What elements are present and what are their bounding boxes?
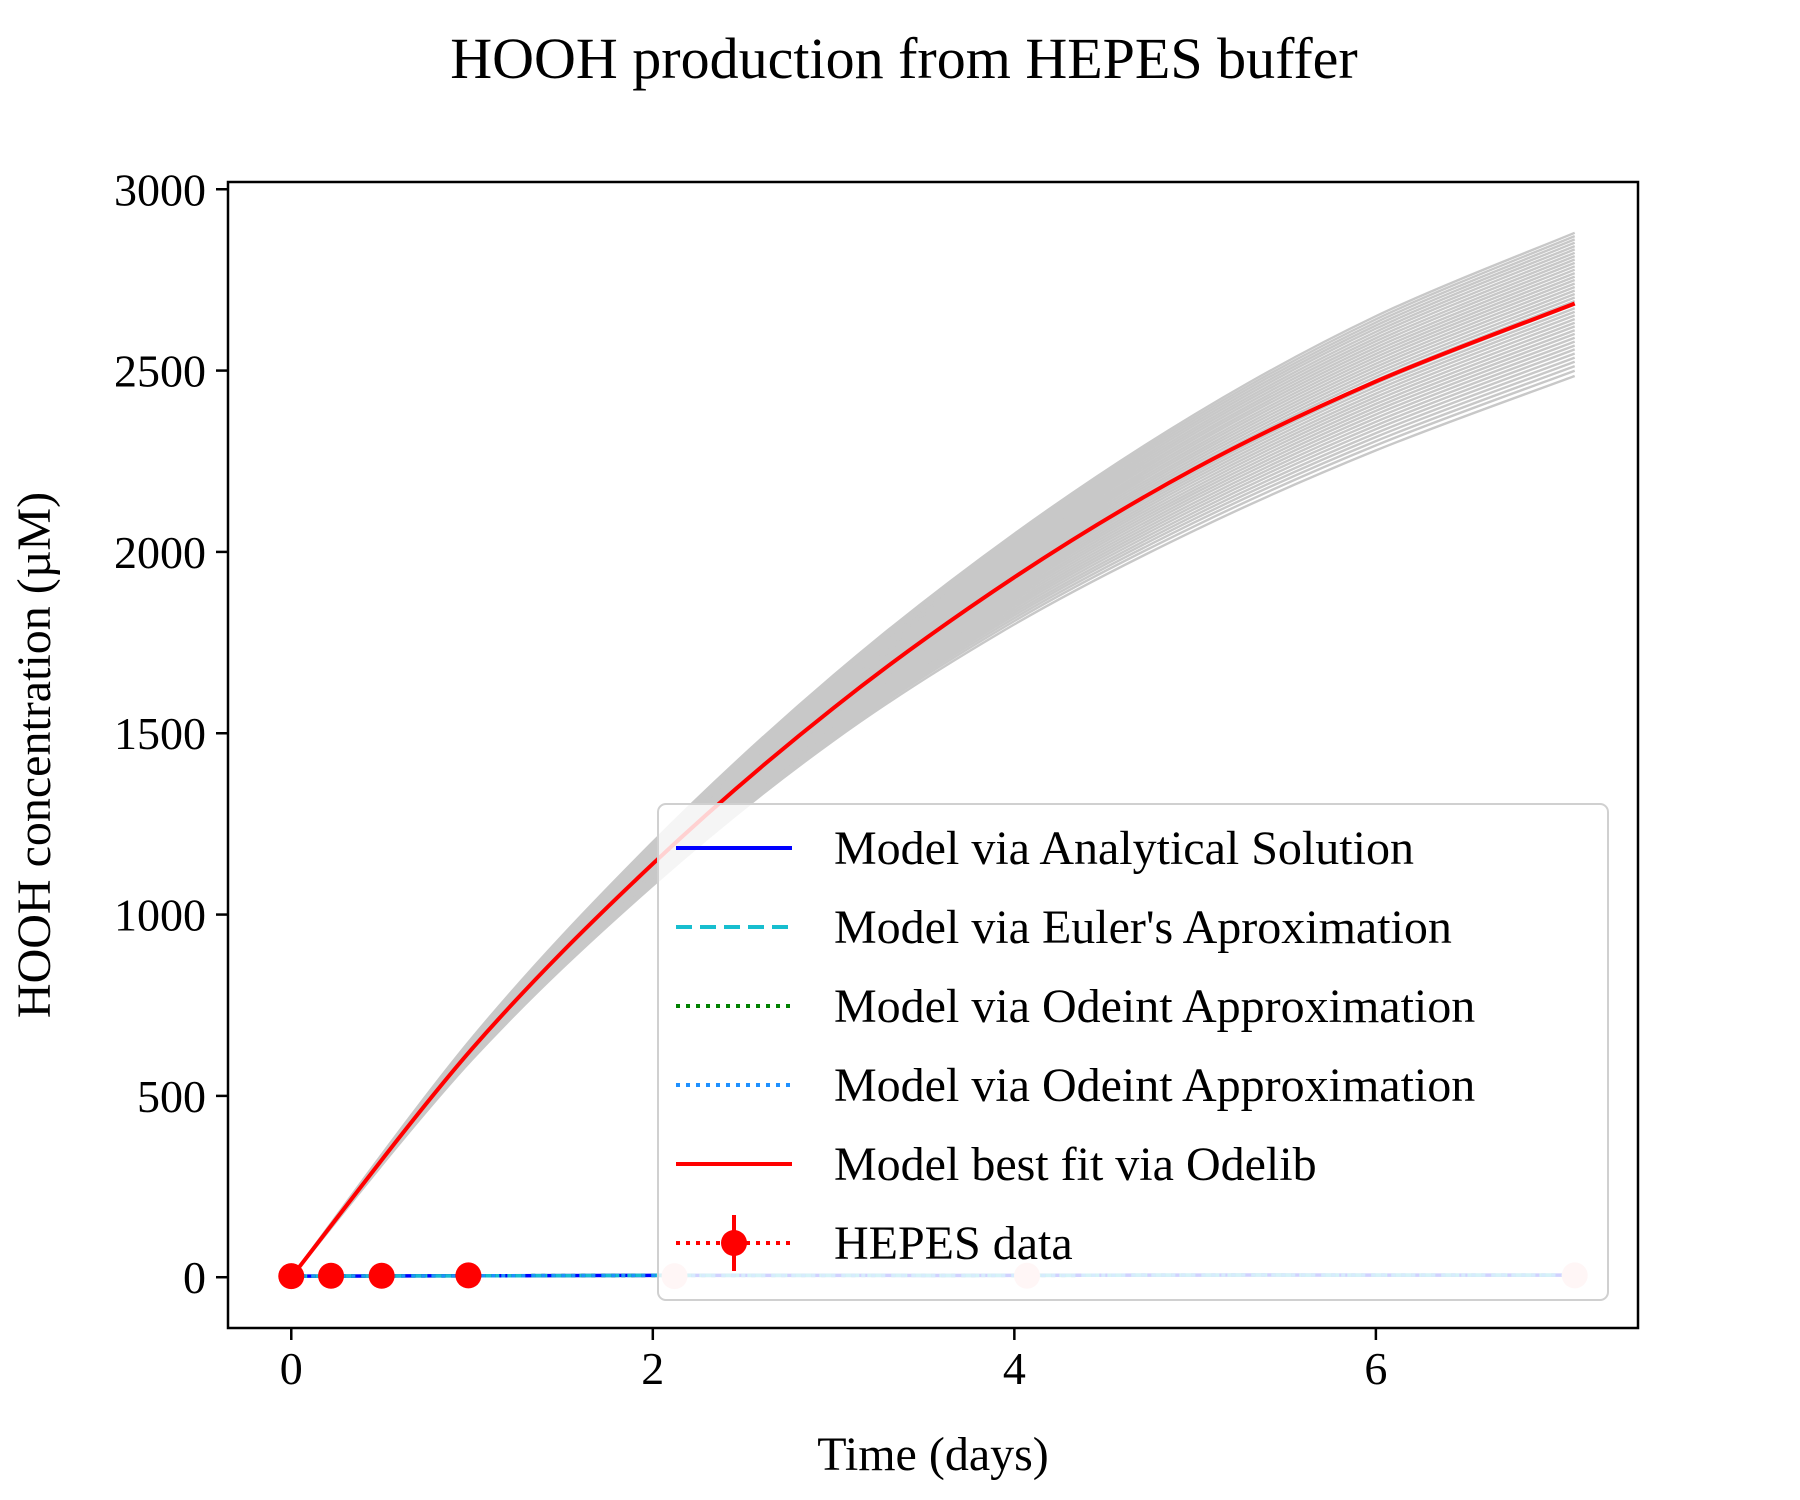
plot-area bbox=[278, 231, 1588, 1290]
y-tick-label: 2500 bbox=[114, 346, 206, 397]
data-point bbox=[318, 1262, 345, 1289]
y-axis-label: HOOH concentration (µM) bbox=[8, 492, 61, 1018]
ensemble-curve bbox=[290, 336, 1576, 1278]
x-tick-label: 0 bbox=[280, 1343, 303, 1394]
data-point bbox=[455, 1262, 482, 1289]
y-tick-label: 0 bbox=[183, 1252, 206, 1303]
series-line-5 bbox=[289, 301, 1576, 1279]
x-tick-label: 6 bbox=[1364, 1343, 1387, 1394]
chart-title: HOOH production from HEPES buffer bbox=[450, 26, 1357, 91]
ensemble-curves bbox=[290, 231, 1576, 1278]
y-tick-label: 2000 bbox=[114, 527, 206, 578]
legend-label: Model via Euler's Aproximation bbox=[834, 901, 1452, 954]
y-tick-label: 3000 bbox=[114, 164, 206, 215]
legend-label: Model via Odeint Approximation bbox=[834, 1059, 1475, 1112]
legend: Model via Analytical Solution Model via E… bbox=[657, 803, 1609, 1301]
legend-label: Model via Analytical Solution bbox=[834, 822, 1414, 875]
ensemble-curve bbox=[290, 360, 1576, 1278]
x-tick-label: 2 bbox=[641, 1343, 664, 1394]
x-axis-ticks: 0 2 4 6 bbox=[280, 1328, 1387, 1394]
ensemble-curve bbox=[290, 348, 1576, 1278]
y-tick-label: 500 bbox=[137, 1071, 206, 1122]
legend-items: Model via Analytical Solution Model via E… bbox=[676, 822, 1475, 1271]
legend-label: Model best fit via Odelib bbox=[834, 1138, 1317, 1191]
x-tick-label: 4 bbox=[1003, 1343, 1026, 1394]
legend-label: Model via Odeint Approximation bbox=[834, 980, 1475, 1033]
y-tick-label: 1000 bbox=[114, 890, 206, 941]
axes-frame bbox=[226, 180, 1640, 1330]
data-point bbox=[368, 1262, 395, 1289]
legend-label: HEPES data bbox=[834, 1217, 1073, 1270]
legend-marker bbox=[721, 1230, 747, 1256]
legend-box bbox=[657, 803, 1609, 1301]
data-point bbox=[278, 1263, 305, 1290]
y-tick-label: 1500 bbox=[114, 708, 206, 759]
y-axis-ticks: 0 500 1000 1500 2000 2500 3000 bbox=[114, 164, 228, 1303]
x-axis-label: Time (days) bbox=[817, 1428, 1049, 1481]
